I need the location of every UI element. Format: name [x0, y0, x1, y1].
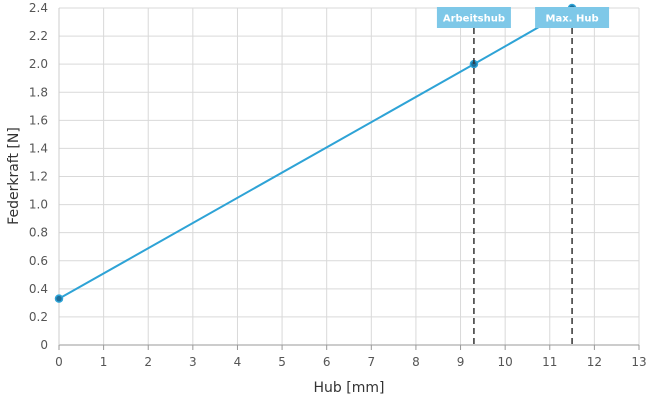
y-tick-labels: 0 0.2 0.4 0.6 0.8 1.0 1.2 1.4 1.6 1.8 2.0 2.2 2.4	[29, 1, 48, 352]
y-tick-label: 1.0	[29, 198, 48, 212]
y-tick-label: 1.8	[29, 85, 48, 99]
marker-label-text: Max. Hub	[546, 14, 599, 25]
marker-label: Max. Hub	[535, 7, 610, 28]
x-tick-label: 3	[189, 355, 197, 369]
marker-label-text: Arbeitshub	[443, 14, 505, 25]
y-tick-label: 0.4	[29, 282, 48, 296]
y-tick-label: 0	[40, 338, 48, 352]
data-series	[54, 3, 577, 303]
y-tick-label: 1.4	[29, 141, 48, 155]
marker-label-box	[436, 7, 511, 28]
x-tick-label: 13	[631, 355, 646, 369]
x-tick-label: 2	[144, 355, 152, 369]
y-tick-label: 0.8	[29, 226, 48, 240]
x-tick-label: 10	[498, 355, 513, 369]
marker-label: Arbeitshub	[436, 7, 511, 28]
y-tick-label: 2.0	[29, 57, 48, 71]
y-tick-label: 1.2	[29, 170, 48, 184]
x-axis-title: Hub [mm]	[314, 380, 385, 396]
x-tick-label: 6	[323, 355, 331, 369]
series-line	[58, 7, 573, 300]
x-tick-label: 9	[457, 355, 465, 369]
y-tick-label: 1.6	[29, 113, 48, 127]
y-tick-label: 2.2	[29, 29, 48, 43]
x-tick-label: 7	[367, 355, 375, 369]
x-tick-label: 11	[542, 355, 557, 369]
x-tick-label: 1	[100, 355, 108, 369]
chart-axes	[58, 8, 640, 350]
marker-label-box	[535, 7, 610, 28]
chart-grid	[58, 7, 640, 346]
x-tick-labels: 0 1 2 3 4 5 6 7 8 9 10 11 12 13	[55, 355, 646, 369]
y-tick-label: 0.6	[29, 254, 48, 268]
x-tick-label: 0	[55, 355, 63, 369]
data-point	[54, 294, 64, 303]
y-axis-title: Federkraft [N]	[6, 127, 22, 225]
y-tick-label: 0.2	[29, 310, 48, 324]
stroke-markers: Arbeitshub Max. Hub	[436, 7, 610, 345]
x-tick-label: 4	[234, 355, 242, 369]
x-tick-label: 5	[278, 355, 286, 369]
x-tick-label: 12	[587, 355, 602, 369]
x-tick-label: 8	[412, 355, 420, 369]
y-tick-label: 2.4	[29, 1, 48, 15]
